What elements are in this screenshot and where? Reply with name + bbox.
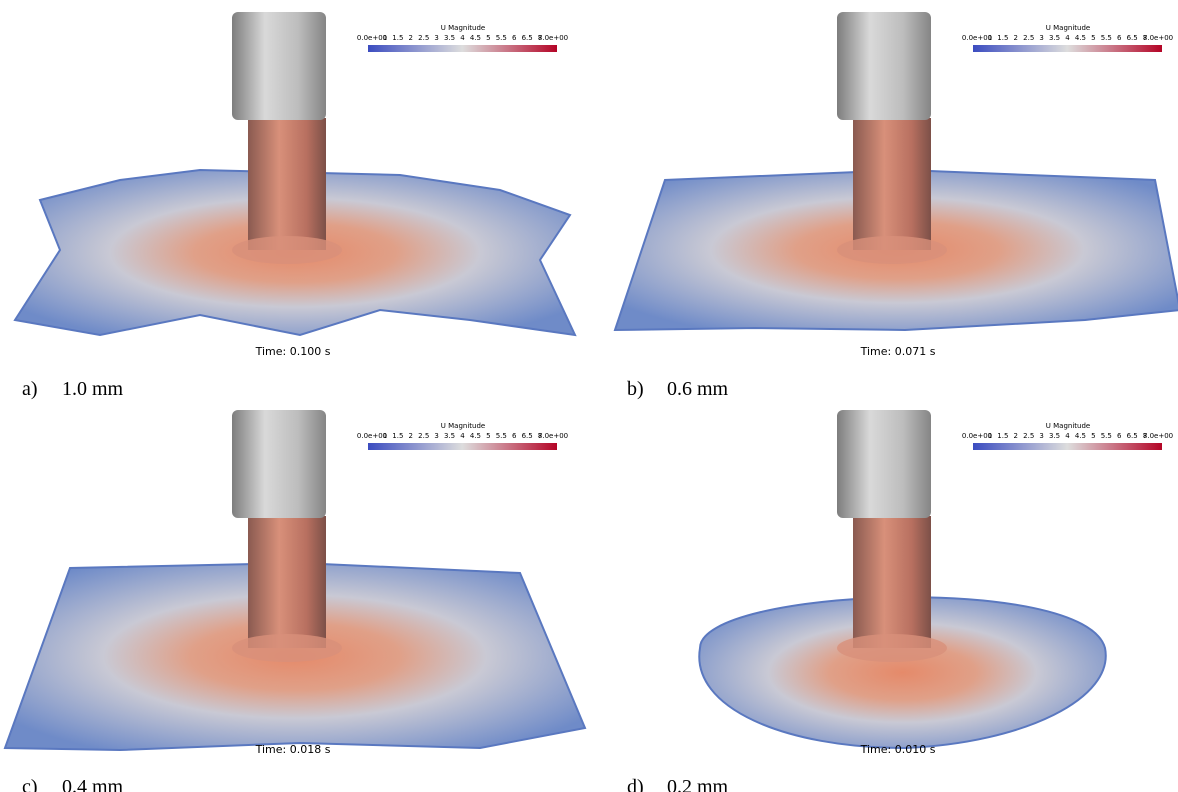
colorbar-tick: 1 — [988, 432, 992, 440]
time-label: Time: 0.018 s — [255, 743, 331, 756]
time-label: Time: 0.010 s — [860, 743, 936, 756]
colorbar-tick: 5 — [486, 432, 490, 440]
colorbar-tick: 4.5 — [470, 34, 481, 42]
figure: U Magnitude0.0e+0011.522.533.544.555.566… — [0, 0, 1178, 792]
colorbar-tick: 6 — [1117, 34, 1122, 42]
colorbar-tick: 3 — [434, 34, 438, 42]
colorbar-title: U Magnitude — [441, 24, 485, 32]
colorbar-tick: 2 — [409, 34, 413, 42]
colorbar-tick: 3.5 — [1049, 432, 1060, 440]
colorbar-tick: 5.5 — [1101, 34, 1112, 42]
colorbar-tick: 8.0e+00 — [538, 34, 568, 42]
column-base — [837, 236, 947, 264]
colorbar — [973, 45, 1162, 52]
panel-label: c) — [22, 776, 38, 792]
panel-caption: 1.0 mm — [62, 378, 124, 400]
colorbar-tick: 4.5 — [1075, 432, 1086, 440]
colorbar-tick: 4 — [1065, 432, 1070, 440]
colorbar — [368, 443, 557, 450]
colorbar-tick: 1.5 — [392, 432, 403, 440]
liquid-column — [248, 118, 326, 250]
column-base — [232, 236, 342, 264]
liquid-column — [853, 118, 931, 250]
colorbar-title: U Magnitude — [441, 422, 485, 430]
liquid-column — [853, 516, 931, 648]
colorbar-tick: 4 — [460, 34, 465, 42]
colorbar-tick: 6 — [512, 432, 517, 440]
panel-label: a) — [22, 378, 38, 400]
colorbar-tick: 4.5 — [1075, 34, 1086, 42]
nozzle — [232, 12, 326, 120]
colorbar-tick: 5 — [1091, 432, 1095, 440]
colorbar-tick: 1 — [383, 34, 387, 42]
colorbar-tick: 2.5 — [418, 432, 429, 440]
colorbar-tick: 3.5 — [1049, 34, 1060, 42]
colorbar-tick: 5.5 — [496, 34, 507, 42]
panel-label: d) — [627, 776, 644, 792]
colorbar-tick: 5 — [1091, 34, 1095, 42]
panel-label: b) — [627, 378, 644, 400]
colorbar-tick: 8.0e+00 — [538, 432, 568, 440]
colorbar-tick: 3 — [1039, 432, 1043, 440]
colorbar-tick: 3.5 — [444, 432, 455, 440]
column-base — [837, 634, 947, 662]
colorbar-tick: 5.5 — [496, 432, 507, 440]
column-base — [232, 634, 342, 662]
colorbar-tick: 1.5 — [997, 432, 1008, 440]
colorbar-tick: 5 — [486, 34, 490, 42]
colorbar-tick: 1 — [383, 432, 387, 440]
colorbar-tick: 3 — [434, 432, 438, 440]
colorbar-tick: 4 — [460, 432, 465, 440]
colorbar-tick: 6.5 — [522, 432, 533, 440]
colorbar-tick: 8.0e+00 — [1143, 34, 1173, 42]
colorbar-tick: 2 — [409, 432, 413, 440]
time-label: Time: 0.071 s — [860, 345, 936, 358]
colorbar-tick: 8.0e+00 — [1143, 432, 1173, 440]
colorbar-title: U Magnitude — [1046, 422, 1090, 430]
nozzle — [837, 410, 931, 518]
colorbar-tick: 2.5 — [418, 34, 429, 42]
nozzle — [232, 410, 326, 518]
colorbar-title: U Magnitude — [1046, 24, 1090, 32]
colorbar-tick: 6.5 — [1127, 34, 1138, 42]
colorbar-tick: 3 — [1039, 34, 1043, 42]
panel-caption: 0.2 mm — [667, 776, 729, 792]
colorbar-tick: 4.5 — [470, 432, 481, 440]
colorbar-tick: 6 — [1117, 432, 1122, 440]
colorbar-tick: 6.5 — [522, 34, 533, 42]
colorbar-tick: 2.5 — [1023, 432, 1034, 440]
nozzle — [837, 12, 931, 120]
panel-caption: 0.4 mm — [62, 776, 124, 792]
colorbar-tick: 6.5 — [1127, 432, 1138, 440]
liquid-column — [248, 516, 326, 648]
colorbar-tick: 4 — [1065, 34, 1070, 42]
colorbar-tick: 6 — [512, 34, 517, 42]
colorbar-tick: 1.5 — [392, 34, 403, 42]
colorbar-tick: 2 — [1014, 34, 1018, 42]
panel-caption: 0.6 mm — [667, 378, 729, 400]
colorbar-tick: 3.5 — [444, 34, 455, 42]
colorbar-tick: 1 — [988, 34, 992, 42]
colorbar — [368, 45, 557, 52]
colorbar-tick: 1.5 — [997, 34, 1008, 42]
colorbar-tick: 2.5 — [1023, 34, 1034, 42]
colorbar-tick: 5.5 — [1101, 432, 1112, 440]
colorbar — [973, 443, 1162, 450]
colorbar-tick: 2 — [1014, 432, 1018, 440]
time-label: Time: 0.100 s — [255, 345, 331, 358]
